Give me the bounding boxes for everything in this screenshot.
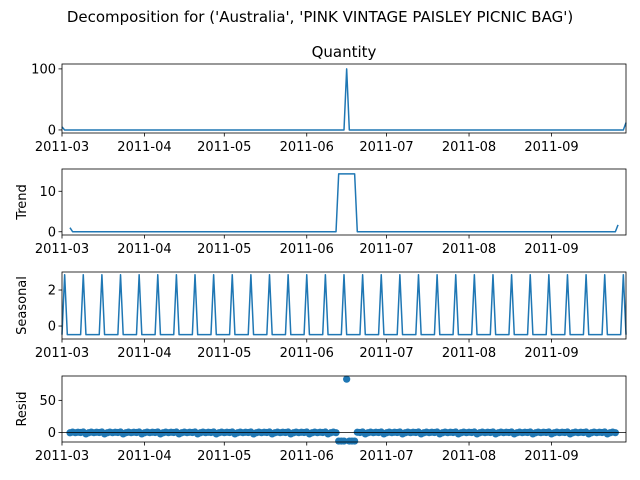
panel-title: Quantity xyxy=(312,43,377,61)
x-tick-label: 2011-04 xyxy=(117,346,171,361)
y-axis-label: Seasonal xyxy=(15,276,30,335)
x-tick-label: 2011-08 xyxy=(442,449,496,464)
series-line xyxy=(69,173,619,233)
y-tick-label: 0 xyxy=(48,426,56,441)
series-line xyxy=(61,273,627,336)
x-tick-label: 2011-05 xyxy=(197,346,251,361)
x-tick-label: 2011-03 xyxy=(35,449,89,464)
resid-point xyxy=(351,437,359,445)
panel-4: 0 50 2011-03 2011-04 2011-05 2011-06 2011-07 20… xyxy=(15,375,627,464)
y-tick-label: 0 xyxy=(48,320,56,335)
y-axis-label: Trend xyxy=(15,184,30,221)
x-tick-label: 2011-05 xyxy=(197,242,251,257)
x-tick-label: 2011-05 xyxy=(197,449,251,464)
x-tick-label: 2011-07 xyxy=(359,140,413,155)
x-tick-label: 2011-09 xyxy=(524,242,578,257)
y-axis-label: Resid xyxy=(15,391,30,426)
y-tick-label: 0 xyxy=(48,225,56,240)
y-tick-label: 10 xyxy=(39,185,56,200)
panel-2: 0 10 2011-03 2011-04 2011-05 2011-06 2011-07 20… xyxy=(15,168,627,257)
x-tick-label: 2011-04 xyxy=(117,140,171,155)
x-tick-label: 2011-04 xyxy=(117,242,171,257)
x-tick-label: 2011-09 xyxy=(524,449,578,464)
x-tick-label: 2011-06 xyxy=(280,242,334,257)
x-tick-label: 2011-07 xyxy=(359,346,413,361)
figure-title: Decomposition for ('Australia', 'PINK VI… xyxy=(67,8,573,26)
x-tick-label: 2011-08 xyxy=(442,140,496,155)
x-tick-label: 2011-07 xyxy=(359,449,413,464)
series-line xyxy=(61,68,627,131)
y-tick-label: 0 xyxy=(48,123,56,138)
x-tick-label: 2011-03 xyxy=(35,346,89,361)
x-tick-label: 2011-03 xyxy=(35,140,89,155)
x-tick-label: 2011-05 xyxy=(197,140,251,155)
resid-point xyxy=(343,375,351,383)
axes-frame xyxy=(61,375,627,443)
x-tick-label: 2011-09 xyxy=(524,140,578,155)
x-tick-label: 2011-03 xyxy=(35,242,89,257)
x-tick-label: 2011-08 xyxy=(442,242,496,257)
axes-frame xyxy=(61,168,627,236)
y-tick-label: 2 xyxy=(48,284,56,299)
x-tick-label: 2011-04 xyxy=(117,449,171,464)
panel-1: 0 100 2011-03 2011-04 2011-05 2011-06 2011-07 2… xyxy=(31,43,627,155)
axes-frame xyxy=(61,63,627,134)
resid-point xyxy=(340,437,348,445)
x-tick-label: 2011-06 xyxy=(280,346,334,361)
x-tick-label: 2011-06 xyxy=(280,140,334,155)
x-tick-label: 2011-07 xyxy=(359,242,413,257)
y-tick-label: 50 xyxy=(39,394,56,409)
axes-frame xyxy=(61,271,627,340)
x-tick-label: 2011-06 xyxy=(280,449,334,464)
x-tick-label: 2011-09 xyxy=(524,346,578,361)
y-tick-label: 100 xyxy=(31,62,56,77)
panel-3: 0 2 2011-03 2011-04 2011-05 2011-06 2011-07 201… xyxy=(15,271,627,361)
x-tick-label: 2011-08 xyxy=(442,346,496,361)
